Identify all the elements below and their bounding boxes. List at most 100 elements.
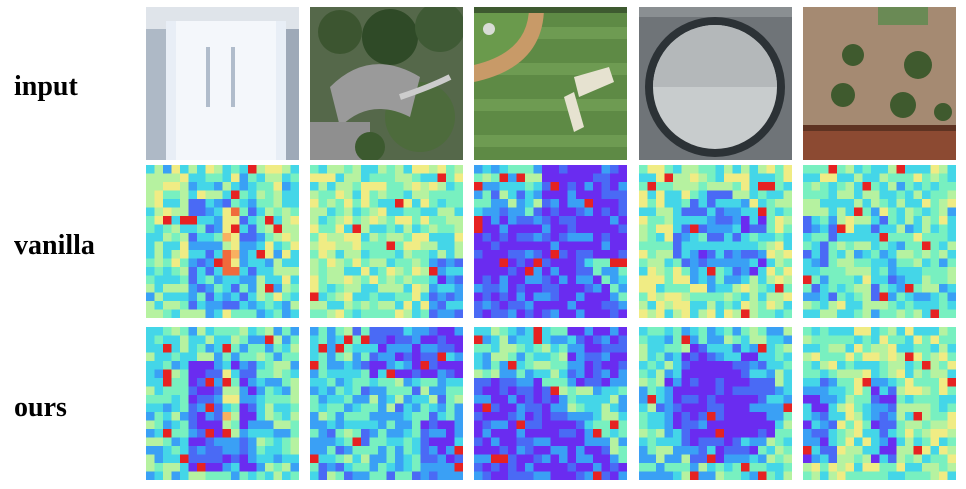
heatmap-cell xyxy=(154,412,164,421)
heatmap-cell xyxy=(273,250,283,259)
heatmap-cell xyxy=(732,275,742,285)
heatmap-cell xyxy=(239,403,249,413)
heatmap-cell xyxy=(707,437,716,447)
heatmap-cell xyxy=(930,327,940,336)
heatmap-cell xyxy=(256,267,266,276)
heatmap-cell xyxy=(154,173,164,183)
heatmap-cell xyxy=(930,395,940,404)
heatmap-cell xyxy=(811,327,821,336)
heatmap-cell xyxy=(429,182,438,191)
heatmap-cell xyxy=(499,344,509,353)
heatmap-cell xyxy=(154,267,164,276)
heatmap-cell xyxy=(664,412,674,421)
heatmap-cell xyxy=(681,216,691,225)
heatmap-cell xyxy=(888,420,897,430)
heatmap-cell xyxy=(369,344,379,353)
heatmap-cell xyxy=(482,207,492,217)
heatmap-cell xyxy=(647,241,657,251)
heatmap-cell xyxy=(811,267,821,276)
heatmap-cell xyxy=(947,207,956,217)
heatmap-cell xyxy=(197,267,206,276)
heatmap-cell xyxy=(913,361,923,370)
heatmap-cell xyxy=(698,199,708,208)
heatmap-cell xyxy=(690,284,699,293)
heatmap-cell xyxy=(180,352,189,362)
heatmap-cell xyxy=(412,463,421,472)
heatmap-cell xyxy=(783,463,792,472)
heatmap-cell xyxy=(310,429,319,438)
heatmap-cell xyxy=(403,454,413,464)
heatmap-cell xyxy=(618,284,627,293)
heatmap-cell xyxy=(741,309,750,318)
heatmap-cell xyxy=(454,250,463,259)
heatmap-cell xyxy=(378,327,387,336)
heatmap-cell xyxy=(188,454,198,464)
heatmap-cell xyxy=(386,207,396,217)
heatmap-cell xyxy=(673,165,682,174)
heatmap-cell xyxy=(154,182,164,191)
heatmap-cell xyxy=(820,344,829,353)
heatmap-cell xyxy=(647,173,657,183)
heatmap-cell xyxy=(862,199,872,208)
heatmap-cell xyxy=(454,395,463,404)
heatmap-cell xyxy=(310,233,319,242)
heatmap-cell xyxy=(939,216,948,225)
heatmap-cell xyxy=(584,182,594,191)
heatmap-cell xyxy=(429,224,438,234)
heatmap-cell xyxy=(939,386,948,396)
heatmap-cell xyxy=(758,344,767,353)
heatmap-cell xyxy=(429,369,438,379)
heatmap-cell xyxy=(265,309,274,318)
heatmap-cell xyxy=(335,250,345,259)
heatmap-cell xyxy=(783,344,792,353)
heatmap-cell xyxy=(939,429,948,438)
heatmap-cell xyxy=(939,250,948,259)
heatmap-cell xyxy=(412,301,421,310)
heatmap-cell xyxy=(820,369,829,379)
heatmap-cell xyxy=(673,361,682,370)
heatmap-cell xyxy=(803,182,812,191)
heatmap-cell xyxy=(239,182,249,191)
heatmap-vanilla-1 xyxy=(146,165,299,318)
heatmap-cell xyxy=(542,165,551,174)
heatmap-cell xyxy=(352,361,362,370)
heatmap-cell xyxy=(854,216,863,225)
heatmap-cell xyxy=(656,292,665,302)
heatmap-cell xyxy=(516,224,526,234)
heatmap-cell xyxy=(550,207,560,217)
heatmap-cell xyxy=(639,412,648,421)
heatmap-cell xyxy=(197,437,206,447)
heatmap-cell xyxy=(707,378,716,387)
heatmap-cell xyxy=(741,284,750,293)
heatmap-cell xyxy=(639,395,648,404)
heatmap-cell xyxy=(618,463,627,472)
heatmap-cell xyxy=(811,309,821,318)
heatmap-cell xyxy=(576,327,585,336)
heatmap-cell xyxy=(905,233,914,242)
heatmap-cell xyxy=(516,327,526,336)
heatmap-cell xyxy=(344,386,353,396)
heatmap-cell xyxy=(656,301,665,310)
heatmap-cell xyxy=(239,190,249,200)
heatmap-cell xyxy=(508,437,517,447)
heatmap-cell xyxy=(845,241,855,251)
heatmap-cell xyxy=(559,258,568,268)
heatmap-cell xyxy=(171,344,181,353)
heatmap-cell xyxy=(837,284,846,293)
heatmap-cell xyxy=(239,335,249,345)
heatmap-cell xyxy=(758,378,767,387)
heatmap-cell xyxy=(820,386,829,396)
heatmap-cell xyxy=(888,224,897,234)
heatmap-cell xyxy=(820,216,829,225)
heatmap-cell xyxy=(803,190,812,200)
heatmap-cell xyxy=(947,284,956,293)
heatmap-cell xyxy=(707,463,716,472)
heatmap-cell xyxy=(922,446,931,455)
heatmap-cell xyxy=(454,369,463,379)
heatmap-cell xyxy=(491,437,500,447)
heatmap-cell xyxy=(318,335,328,345)
heatmap-cell xyxy=(664,361,674,370)
heatmap-cell xyxy=(248,190,257,200)
heatmap-cell xyxy=(318,250,328,259)
heatmap-cell xyxy=(205,327,215,336)
